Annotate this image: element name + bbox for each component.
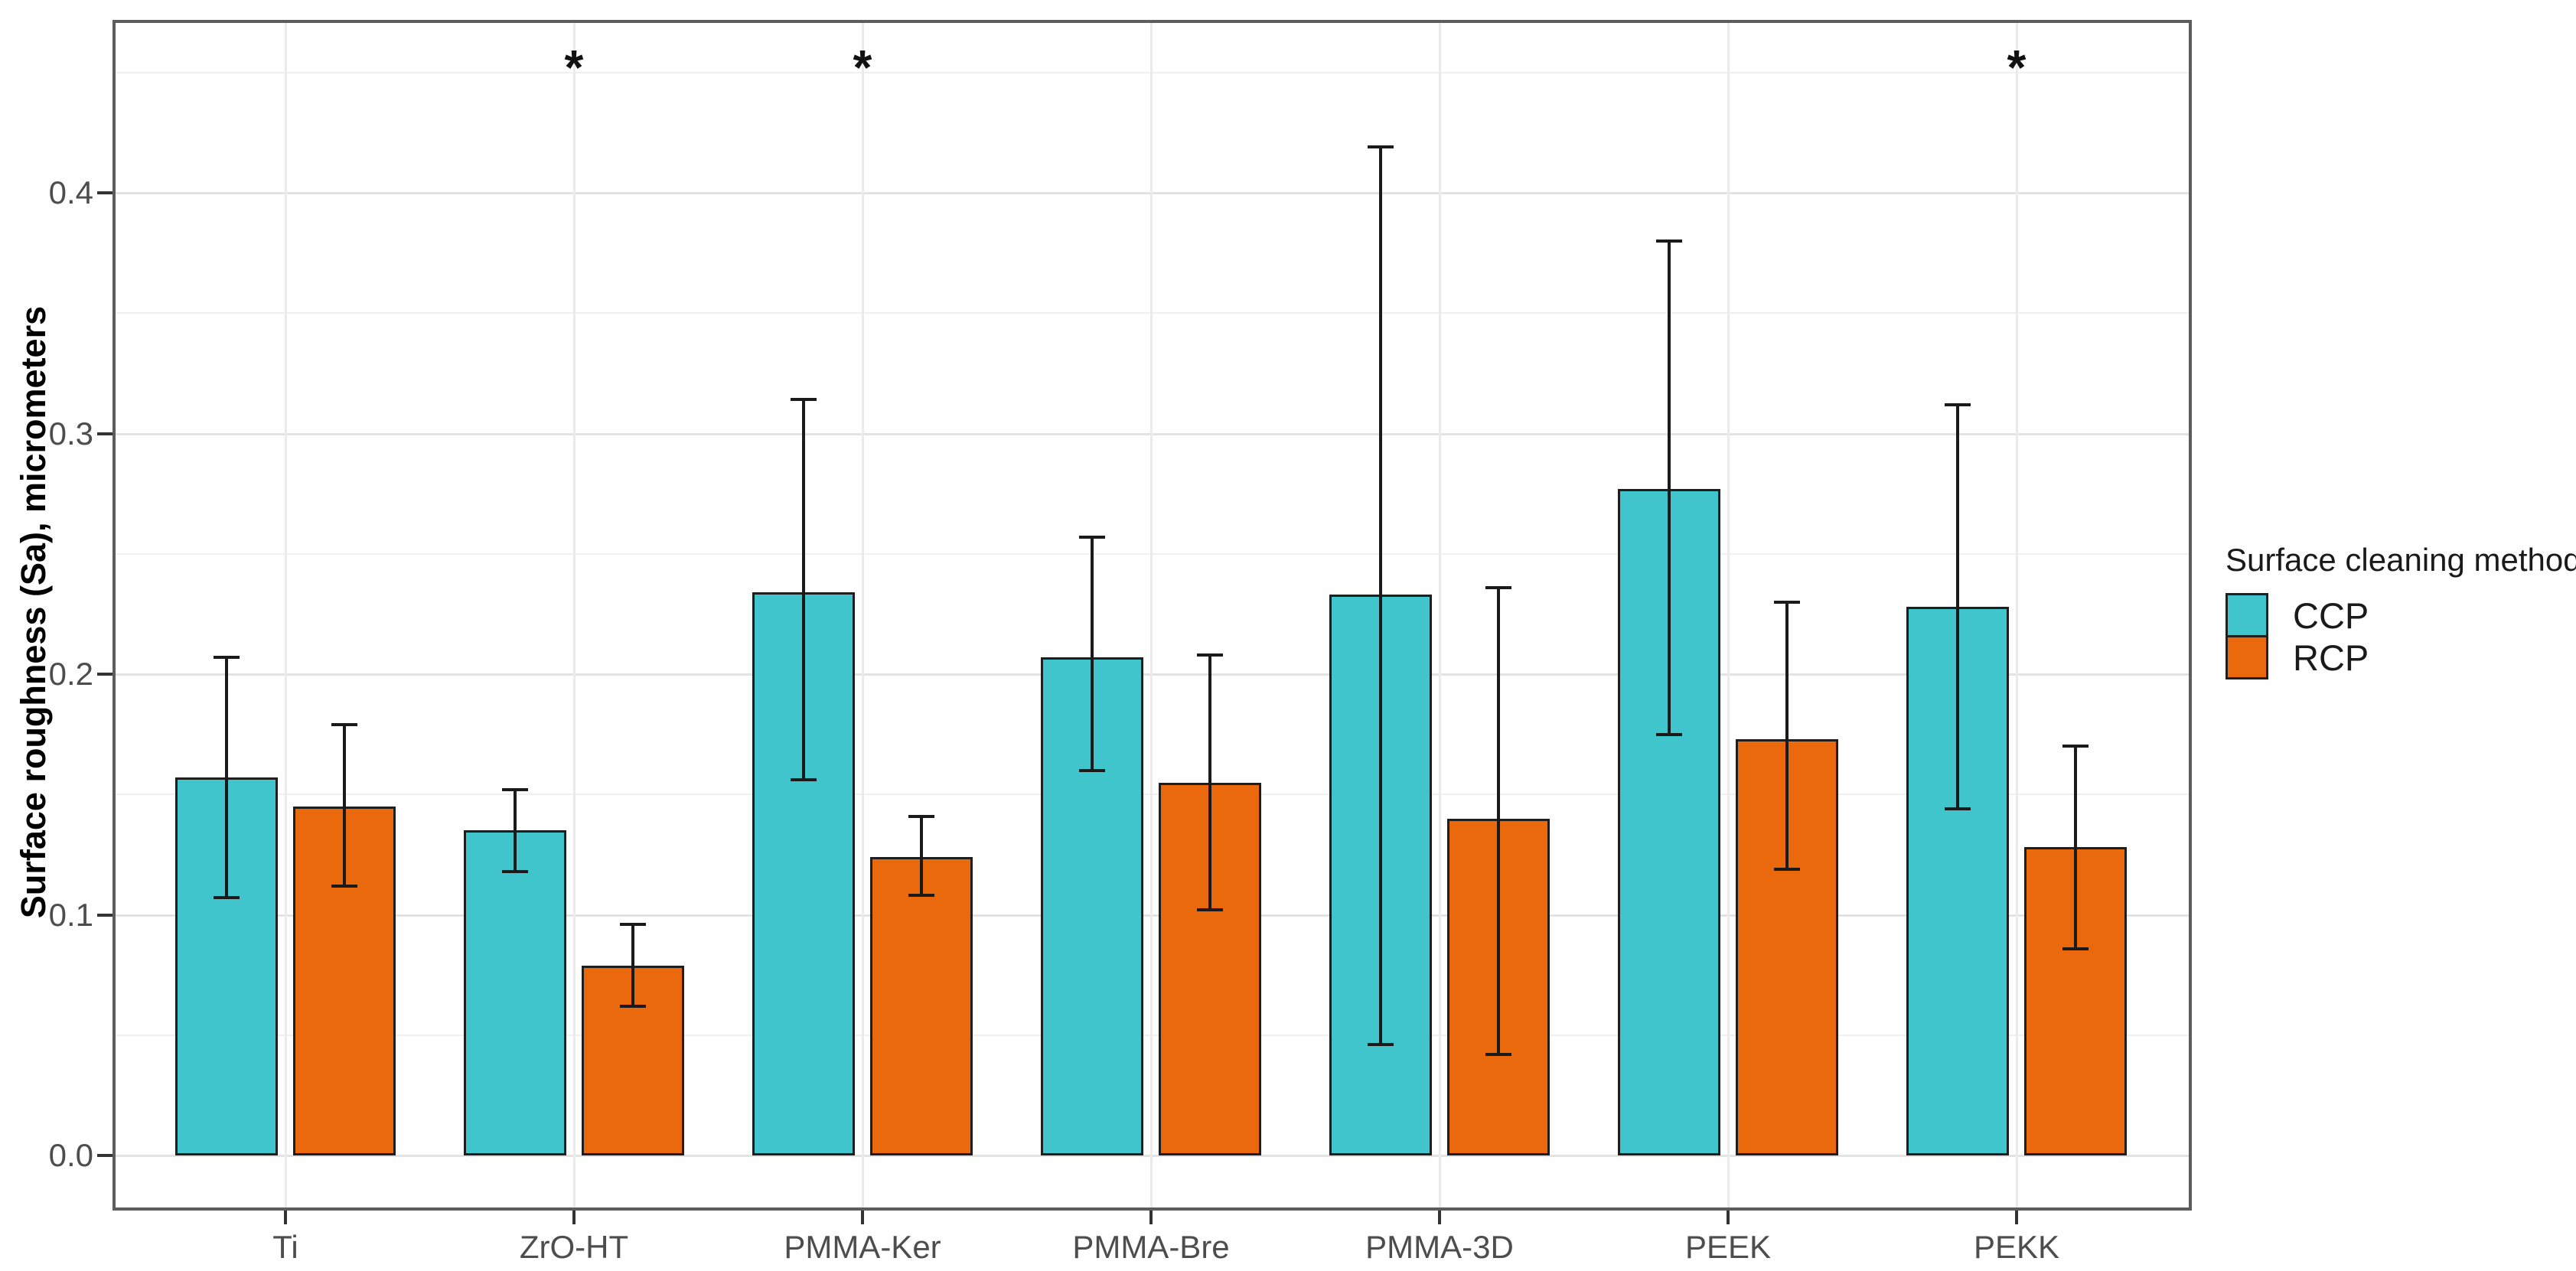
legend-keys: CCP RCP [2225, 593, 2576, 679]
vertical-gridline [862, 23, 864, 1207]
error-bar [631, 924, 634, 1006]
vertical-gridline [573, 23, 576, 1207]
legend-entry-label: CCP [2293, 595, 2369, 636]
error-bar [1956, 404, 1959, 810]
vertical-gridline [285, 23, 287, 1207]
x-tick-label-Ti: Ti [272, 1229, 298, 1265]
significance-asterisk-ZrO-HT: * [564, 40, 584, 96]
error-bar-cap-top [1945, 402, 1971, 406]
x-tick-label-PMMA-Bre: PMMA-Bre [1072, 1229, 1230, 1265]
x-tick-mark [2015, 1211, 2018, 1224]
plot-panel: * * * [112, 20, 2192, 1211]
error-bar [1208, 654, 1211, 911]
error-bar-cap-bottom [1485, 1052, 1511, 1056]
error-bar [802, 399, 805, 781]
x-tick-label-ZrO-HT: ZrO-HT [519, 1229, 629, 1265]
vertical-gridline [1727, 23, 1730, 1207]
x-tick-label-PEEK: PEEK [1684, 1229, 1772, 1265]
error-bar-cap-bottom [1197, 908, 1223, 912]
vertical-gridline [1150, 23, 1153, 1207]
error-bar [1668, 240, 1671, 735]
vertical-gridline [1439, 23, 1441, 1207]
error-bar-cap-bottom [908, 894, 934, 898]
error-bar [2074, 746, 2077, 949]
legend-entry-rcp: RCP [2225, 635, 2576, 679]
x-tick-label-PMMA-Ker: PMMA-Ker [784, 1229, 941, 1265]
x-tick-mark [1149, 1211, 1153, 1224]
y-tick-mark [97, 191, 112, 194]
legend-swatch-ccp [2225, 593, 2268, 637]
error-bar-cap-top [214, 655, 240, 659]
error-bar-cap-top [502, 787, 528, 791]
error-bar-cap-bottom [1368, 1043, 1394, 1047]
x-tick-mark [1438, 1211, 1441, 1224]
x-tick-mark [861, 1211, 864, 1224]
y-axis-title: Surface roughness (Sa), micrometers [14, 305, 53, 919]
x-tick-mark [572, 1211, 576, 1224]
error-bar-cap-bottom [2062, 947, 2089, 950]
legend: Surface cleaning method CCP RCP [2225, 542, 2576, 679]
bar-ccp-ZrO-HT [464, 830, 566, 1155]
y-tick-label: 0.2 [48, 656, 93, 692]
error-bar-cap-bottom [1656, 732, 1682, 736]
error-bar-cap-top [331, 723, 357, 727]
error-bar [1091, 536, 1094, 771]
error-bar-cap-bottom [1774, 867, 1800, 871]
error-bar-cap-top [620, 923, 646, 927]
x-tick-mark [284, 1211, 287, 1224]
x-tick-mark [1727, 1211, 1730, 1224]
y-tick-mark [97, 673, 112, 676]
error-bar-cap-top [791, 398, 817, 402]
legend-entry-ccp: CCP [2225, 593, 2576, 637]
error-bar-cap-top [908, 814, 934, 818]
y-tick-label: 0.0 [48, 1137, 93, 1173]
significance-asterisk-PEKK: * [2007, 40, 2027, 96]
y-tick-label: 0.1 [48, 896, 93, 933]
error-bar-cap-top [2062, 745, 2089, 748]
legend-swatch-rcp [2225, 635, 2268, 679]
error-bar-cap-bottom [1079, 768, 1105, 772]
x-tick-label-PEKK: PEKK [1973, 1229, 2060, 1265]
error-bar-cap-bottom [502, 869, 528, 873]
error-bar-cap-top [1774, 600, 1800, 604]
legend-entry-label: RCP [2293, 637, 2369, 678]
error-bar [225, 657, 228, 898]
vertical-gridline [2016, 23, 2018, 1207]
significance-asterisk-PMMA-Ker: * [853, 40, 872, 96]
error-bar-cap-top [1079, 535, 1105, 539]
legend-title: Surface cleaning method [2225, 542, 2576, 578]
y-tick-mark [97, 913, 112, 917]
error-bar-cap-top [1368, 145, 1394, 149]
error-bar [1379, 147, 1382, 1045]
bar-rcp-PMMA-Ker [870, 857, 973, 1155]
error-bar-cap-bottom [791, 778, 817, 782]
y-tick-label: 0.4 [48, 174, 93, 210]
y-tick-mark [97, 1154, 112, 1157]
error-bar [343, 725, 346, 886]
error-bar [514, 789, 517, 872]
error-bar [920, 816, 923, 896]
x-tick-label-PMMA-3D: PMMA-3D [1365, 1229, 1514, 1265]
error-bar-cap-bottom [214, 896, 240, 900]
y-tick-mark [97, 432, 112, 435]
error-bar [1497, 587, 1500, 1054]
error-bar-cap-bottom [620, 1005, 646, 1008]
y-tick-label: 0.3 [48, 415, 93, 451]
error-bar-cap-top [1197, 653, 1223, 657]
error-bar-cap-top [1485, 585, 1511, 589]
error-bar-cap-bottom [331, 884, 357, 888]
error-bar-cap-bottom [1945, 807, 1971, 811]
error-bar-cap-top [1656, 239, 1682, 243]
error-bar [1785, 601, 1789, 869]
